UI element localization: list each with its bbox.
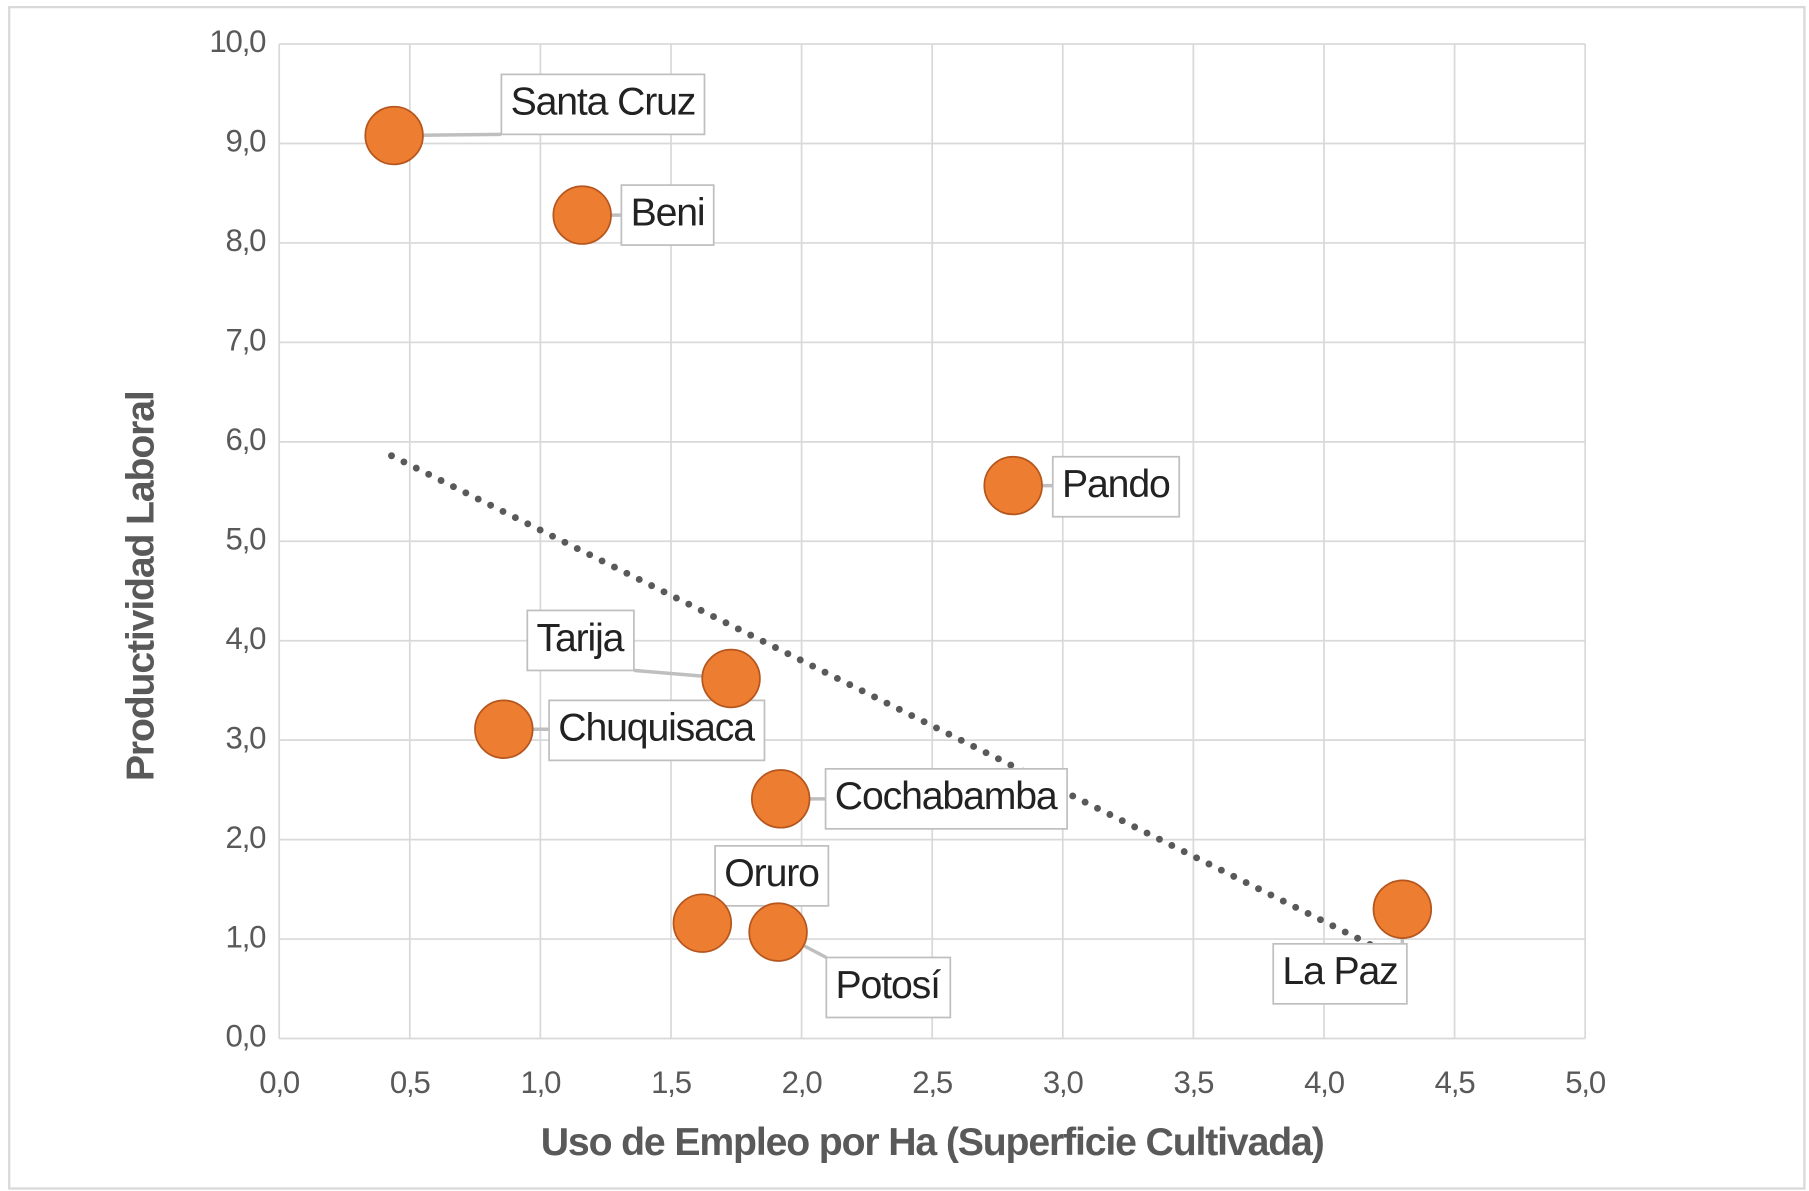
y-tick-label: 8,0 [226, 223, 267, 258]
points [364, 105, 1433, 962]
point-label-group: Oruro [700, 844, 830, 925]
x-tick-label: 3,5 [1173, 1065, 1213, 1100]
point [1372, 879, 1433, 939]
y-tick-label: 1,0 [226, 919, 267, 954]
label-box [1272, 942, 1408, 1005]
x-tick-label: 1,0 [520, 1065, 561, 1100]
label-box [824, 767, 1068, 830]
y-tick-label: 9,0 [226, 124, 267, 159]
label-box [620, 184, 715, 246]
point [552, 185, 612, 245]
point-label-group: Pando [1013, 455, 1181, 518]
label-box [548, 699, 766, 762]
point-label: La Paz [1282, 949, 1397, 993]
x-tick-label: 3,0 [1043, 1065, 1084, 1100]
point [983, 455, 1043, 516]
point-label: Tarija [537, 616, 625, 660]
y-tick-label: 3,0 [226, 720, 267, 755]
x-tick-label: 5,0 [1565, 1065, 1606, 1100]
x-tick-label: 4,5 [1435, 1065, 1475, 1100]
x-tick-label: 0,0 [259, 1065, 300, 1100]
x-tick-label: 2,5 [912, 1065, 952, 1100]
y-tick-label: 0,0 [226, 1019, 267, 1054]
point [474, 699, 534, 759]
y-tick-label: 10,0 [209, 24, 266, 59]
point [701, 648, 761, 709]
point-label-group: Cochabamba [780, 767, 1068, 830]
point [748, 902, 808, 962]
x-tick-label: 1,5 [651, 1065, 691, 1100]
point-label: Santa Cruz [511, 80, 696, 124]
x-axis-title: Uso de Empleo por Ha (Superficie Cultiva… [541, 1120, 1324, 1164]
grid [278, 43, 1587, 1040]
x-tick-label: 4,0 [1304, 1065, 1345, 1100]
label-box [825, 956, 952, 1019]
point-label-group: Tarija [526, 609, 732, 681]
y-tick-label: 4,0 [226, 621, 267, 656]
y-tick-label: 2,0 [226, 820, 267, 855]
x-tick-label: 0,5 [390, 1065, 430, 1100]
point-label: Beni [631, 190, 705, 234]
point [672, 893, 733, 953]
y-tick-label: 5,0 [226, 521, 267, 556]
label-box [500, 73, 706, 136]
label-box [714, 844, 830, 907]
point-label: Potosí [836, 963, 942, 1007]
point [750, 769, 811, 829]
x-tick-label: 2,0 [782, 1065, 823, 1100]
point-label: Pando [1062, 462, 1170, 506]
y-tick-label: 6,0 [226, 422, 267, 457]
point-label: Oruro [724, 851, 819, 895]
y-tick-label: 7,0 [226, 323, 267, 358]
point-label-group: Potosí [777, 930, 952, 1019]
point-label-group: Beni [582, 184, 715, 246]
labels: Santa Cruz Beni Pando Tarija Chuquisaca Cocha… [394, 73, 1408, 1019]
label-box [526, 609, 635, 672]
point-label: Cochabamba [835, 774, 1058, 818]
point-label-group: La Paz [1272, 909, 1408, 1005]
point [364, 105, 424, 166]
label-box [1051, 455, 1181, 518]
point-label-group: Santa Cruz [394, 73, 706, 138]
y-axis-title: Productividad Laboral [118, 391, 162, 781]
point-label: Chuquisaca [558, 706, 755, 750]
